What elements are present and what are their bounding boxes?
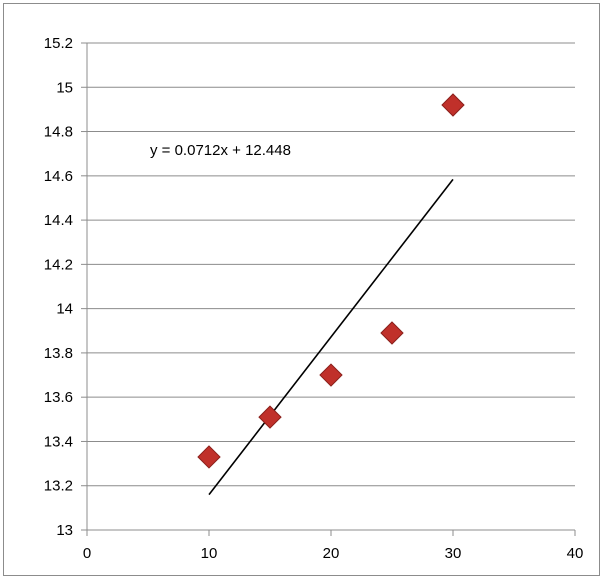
x-tick-label: 10 [201,545,218,562]
x-tick-labels: 0 10 20 30 40 [83,545,584,562]
y-tick-label: 13.4 [44,433,73,450]
y-tick-label: 15.2 [44,35,73,52]
data-point [258,405,282,429]
gridlines [87,42,575,487]
y-tick-label: 14.4 [44,212,73,229]
data-point [197,445,221,469]
y-tick-label: 14 [56,301,73,318]
axes [81,42,576,536]
data-point [441,93,465,117]
y-tick-label: 14.2 [44,256,73,273]
x-tick-label: 40 [567,545,584,562]
trendline-equation-label: y = 0.0712x + 12.448 [150,142,291,159]
y-tick-labels: 13 13.2 13.4 13.6 13.8 14 14.2 14.4 14.6 14.8 15 15… [44,35,73,539]
data-point [380,321,404,345]
x-tick-label: 30 [445,545,462,562]
data-point [319,363,343,387]
x-tick-label: 0 [83,545,91,562]
y-tick-label: 14.6 [44,168,73,185]
trendline [208,178,454,496]
x-tick-label: 20 [323,545,340,562]
y-tick-label: 13.8 [44,345,73,362]
y-tick-label: 13 [56,522,73,539]
y-tick-label: 15 [56,79,73,96]
y-tick-label: 13.6 [44,389,73,406]
chart-frame [3,3,600,576]
data-points [197,93,465,469]
y-tick-label: 14.8 [44,124,73,141]
y-tick-label: 13.2 [44,478,73,495]
